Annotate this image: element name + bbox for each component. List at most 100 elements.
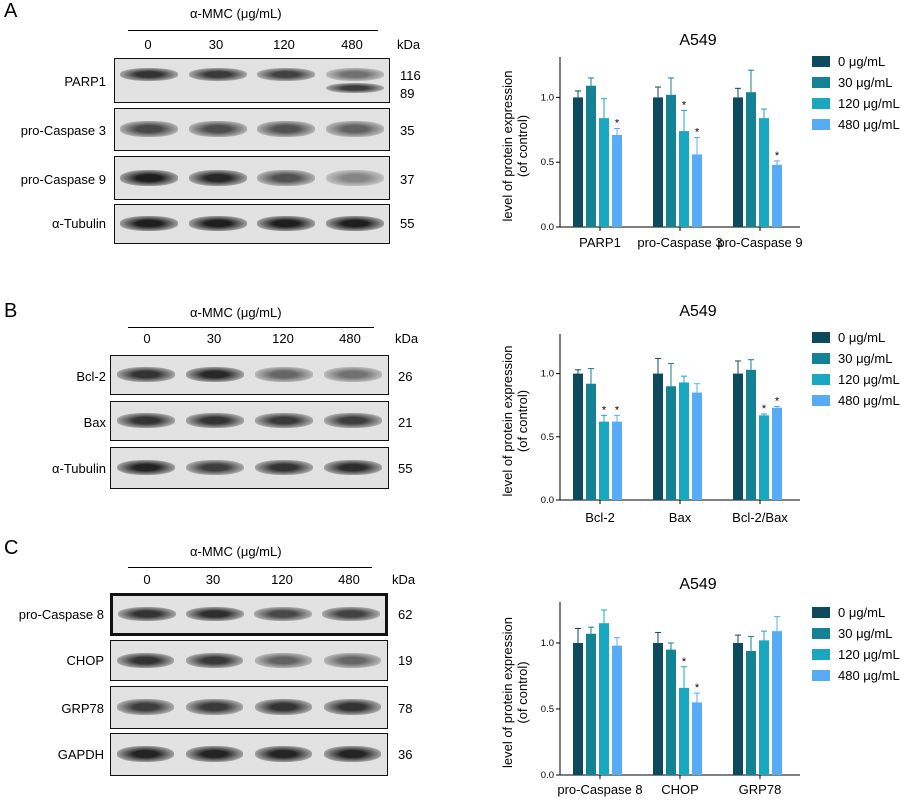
blot-band <box>255 367 314 382</box>
kda-value: 37 <box>400 172 415 187</box>
conc-label: 120 <box>271 572 293 587</box>
blot-strip-chop <box>110 640 388 681</box>
blot-band <box>255 460 314 476</box>
treatment-label: α-MMC (μg/mL) <box>190 6 282 21</box>
bar <box>692 154 702 227</box>
legend-label: 0 μg/mL <box>838 54 885 69</box>
bar <box>746 650 756 775</box>
conc-label: 120 <box>272 331 294 346</box>
blot-band <box>116 413 175 428</box>
blot-strip-pro-caspase-3 <box>114 108 390 151</box>
legend-swatch <box>812 119 830 130</box>
blot-band <box>120 216 178 231</box>
treatment-bracket <box>128 30 378 31</box>
legend-label: 30 μg/mL <box>838 351 892 366</box>
bar <box>666 94 676 227</box>
bar <box>759 415 769 500</box>
legend-swatch <box>812 670 830 681</box>
blot-band <box>120 68 178 82</box>
legend-label: 480 μg/mL <box>838 393 900 408</box>
bar <box>666 649 676 775</box>
significance-marker: * <box>775 395 780 407</box>
blot-band <box>325 216 384 231</box>
blot-band <box>325 68 384 82</box>
bar <box>653 643 663 775</box>
bar <box>759 118 769 227</box>
blot-label: Bax <box>83 415 106 430</box>
legend-swatch <box>812 649 830 660</box>
bar <box>733 373 743 500</box>
legend-label: 480 μg/mL <box>838 668 900 683</box>
blot-band <box>120 121 178 137</box>
blot-band <box>185 652 244 668</box>
panel-a: A α-MMC (μg/mL) 0 30 120 480 kDa PARP1 1… <box>0 0 920 270</box>
blot-band <box>116 367 175 382</box>
kda-value: 36 <box>398 747 413 762</box>
y-tick-label: 0.0 <box>541 495 554 506</box>
bar <box>772 631 782 775</box>
bar <box>599 118 609 227</box>
chart-title: A549 <box>679 32 716 49</box>
legend-swatch <box>812 77 830 88</box>
legend-label: 30 μg/mL <box>838 626 892 641</box>
legend-swatch <box>812 374 830 385</box>
kda-value: 78 <box>398 701 413 716</box>
y-axis-title: level of protein expression (of control) <box>500 70 530 221</box>
y-axis-title-line: level of protein expression <box>500 617 515 768</box>
bar <box>679 382 689 500</box>
chart-title: A549 <box>679 303 716 320</box>
bar <box>692 702 702 775</box>
conc-label: 480 <box>341 37 363 52</box>
significance-marker: * <box>762 403 767 415</box>
bar <box>759 640 769 775</box>
legend-label: 0 μg/mL <box>838 605 885 620</box>
y-tick-label: 0.0 <box>541 222 554 233</box>
y-tick-label: 1.0 <box>541 638 554 649</box>
bar <box>573 97 583 228</box>
y-axis-title-line: level of protein expression <box>500 345 515 496</box>
blot-band <box>254 652 313 668</box>
blot-label: pro-Caspase 3 <box>20 123 106 138</box>
blot-band <box>254 699 313 715</box>
blot-strip-tubulin <box>110 447 389 489</box>
blot-band <box>322 607 380 622</box>
y-tick-label: 0.5 <box>541 704 554 715</box>
bar <box>733 97 743 228</box>
blot-band <box>188 216 247 231</box>
legend-label: 480 μg/mL <box>838 117 900 132</box>
blot-band <box>325 82 384 94</box>
blot-strip-tubulin <box>114 204 390 244</box>
conc-label: 0 <box>144 37 152 52</box>
legend-label: 120 μg/mL <box>838 372 900 387</box>
bar <box>733 643 743 775</box>
bar <box>746 369 756 500</box>
bar <box>586 85 596 228</box>
bar <box>653 373 663 500</box>
blot-band <box>118 607 176 622</box>
significance-marker: * <box>615 404 620 416</box>
blot-band <box>323 699 382 715</box>
x-category-label: Bcl-2 <box>585 510 615 525</box>
blot-strip-pro-caspase-9 <box>114 156 390 200</box>
x-category-label: PARP1 <box>579 235 621 250</box>
blot-band <box>257 68 315 82</box>
bar <box>666 386 676 500</box>
x-category-label: GRP78 <box>739 782 782 797</box>
bar <box>692 392 702 500</box>
treatment-label: α-MMC (μg/mL) <box>190 544 282 559</box>
significance-marker: * <box>695 127 700 139</box>
x-category-label: Bcl-2/Bax <box>732 510 788 525</box>
treatment-bracket <box>128 567 372 568</box>
conc-label: 0 <box>143 572 151 587</box>
significance-marker: * <box>615 118 620 130</box>
y-axis-title: level of protein expression (of control) <box>500 617 530 768</box>
blot-band <box>257 169 315 186</box>
blot-band <box>116 746 175 762</box>
blot-strip-parp1 <box>114 58 390 103</box>
conc-label: 0 <box>143 331 151 346</box>
blot-band <box>324 367 383 382</box>
kda-value: 55 <box>398 461 413 476</box>
conc-label: 480 <box>338 572 360 587</box>
blot-label: GRP78 <box>61 701 104 716</box>
kda-value: 19 <box>398 653 413 668</box>
